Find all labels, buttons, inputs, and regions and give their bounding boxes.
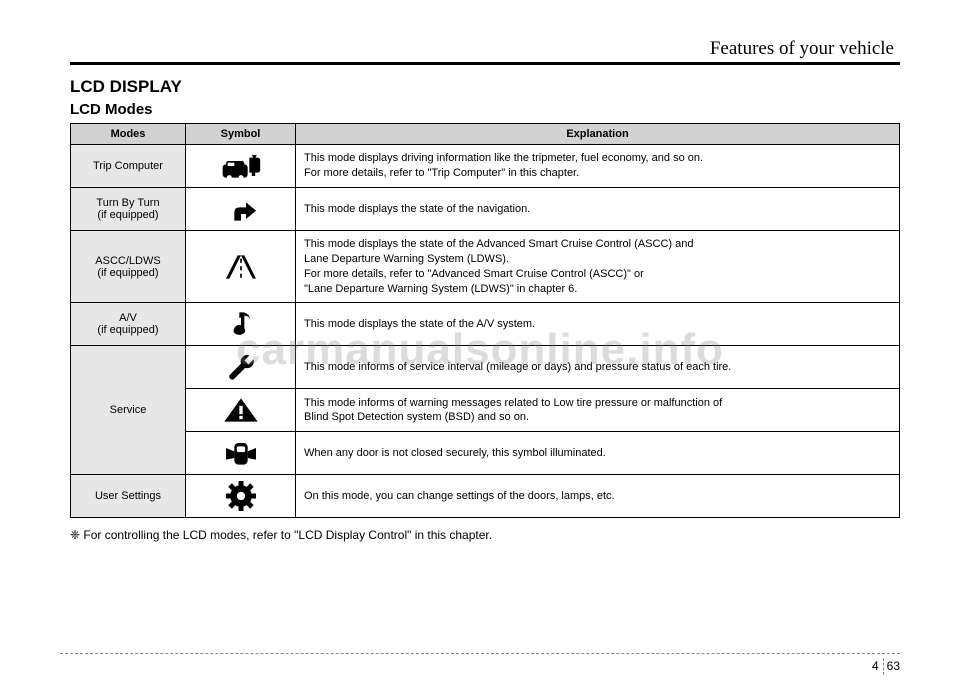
mode-name: Turn By Turn(if equipped) — [71, 188, 186, 231]
table-row: This mode informs of warning messages re… — [71, 389, 900, 432]
music-note-icon — [216, 307, 266, 341]
explanation: This mode displays the state of the A/V … — [296, 303, 900, 346]
warning-triangle-icon — [216, 393, 266, 427]
explanation: This mode informs of warning messages re… — [296, 389, 900, 432]
symbol-cell — [186, 145, 296, 188]
page-chapter-number: 4 — [868, 658, 884, 675]
subsection-title: LCD Modes — [70, 101, 900, 118]
section-title: LCD DISPLAY — [70, 77, 900, 97]
symbol-cell — [186, 432, 296, 475]
symbol-cell — [186, 389, 296, 432]
col-header-symbol: Symbol — [186, 124, 296, 145]
mode-name: A/V(if equipped) — [71, 303, 186, 346]
symbol-cell — [186, 188, 296, 231]
mode-name: ASCC/LDWS(if equipped) — [71, 231, 186, 303]
symbol-cell — [186, 231, 296, 303]
table-row: A/V(if equipped) This mode displays the … — [71, 303, 900, 346]
lane-icon — [216, 250, 266, 284]
table-row: When any door is not closed securely, th… — [71, 432, 900, 475]
explanation: This mode displays the state of the Adva… — [296, 231, 900, 303]
page-number: 63 — [884, 659, 900, 673]
mode-name: User Settings — [71, 475, 186, 518]
explanation: This mode displays driving information l… — [296, 145, 900, 188]
turn-arrow-icon — [216, 192, 266, 226]
gear-icon — [216, 479, 266, 513]
chapter-title: Features of your vehicle — [70, 38, 900, 62]
header-rule — [70, 62, 900, 65]
table-row: Turn By Turn(if equipped) This mode disp… — [71, 188, 900, 231]
symbol-cell — [186, 303, 296, 346]
symbol-cell — [186, 346, 296, 389]
col-header-explanation: Explanation — [296, 124, 900, 145]
page-footer: 463 — [60, 653, 900, 678]
explanation: This mode informs of service interval (m… — [296, 346, 900, 389]
explanation: This mode displays the state of the navi… — [296, 188, 900, 231]
door-open-icon — [216, 436, 266, 470]
lcd-modes-table: Modes Symbol Explanation Trip Computer — [70, 123, 900, 518]
mode-name: Trip Computer — [71, 145, 186, 188]
mode-name: Service — [71, 346, 186, 475]
symbol-cell — [186, 475, 296, 518]
explanation: On this mode, you can change settings of… — [296, 475, 900, 518]
footnote: ❈ For controlling the LCD modes, refer t… — [70, 528, 900, 542]
trip-computer-icon — [216, 149, 266, 183]
table-row: Service This mode informs of service int… — [71, 346, 900, 389]
table-row: ASCC/LDWS(if equipped) This mode display… — [71, 231, 900, 303]
explanation: When any door is not closed securely, th… — [296, 432, 900, 475]
table-row: User Settings — [71, 475, 900, 518]
table-row: Trip Computer This mode displays driving… — [71, 145, 900, 188]
col-header-modes: Modes — [71, 124, 186, 145]
wrench-icon — [216, 350, 266, 384]
